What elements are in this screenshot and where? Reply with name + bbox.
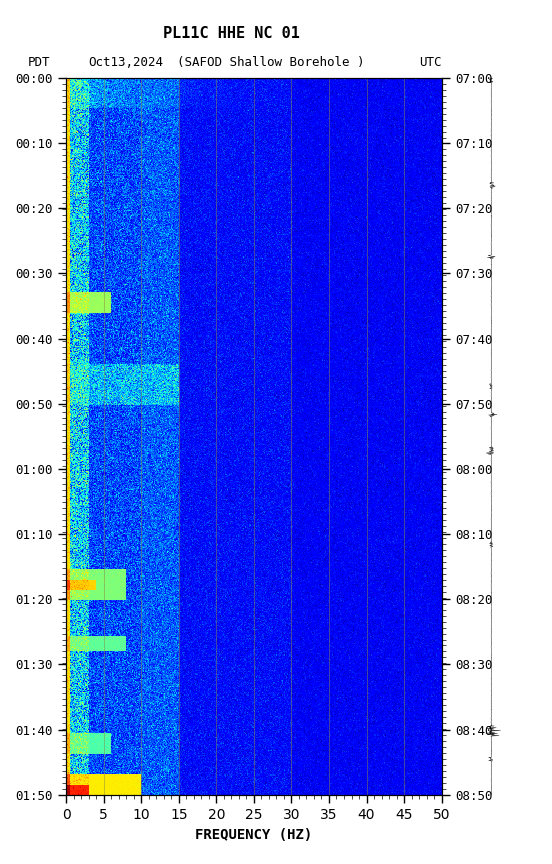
Text: UTC: UTC xyxy=(420,56,442,69)
Text: PDT: PDT xyxy=(28,56,50,69)
X-axis label: FREQUENCY (HZ): FREQUENCY (HZ) xyxy=(195,828,312,842)
Text: Oct13,2024: Oct13,2024 xyxy=(88,56,163,69)
Text: PL11C HHE NC 01: PL11C HHE NC 01 xyxy=(163,26,300,41)
Text: (SAFOD Shallow Borehole ): (SAFOD Shallow Borehole ) xyxy=(177,56,364,69)
